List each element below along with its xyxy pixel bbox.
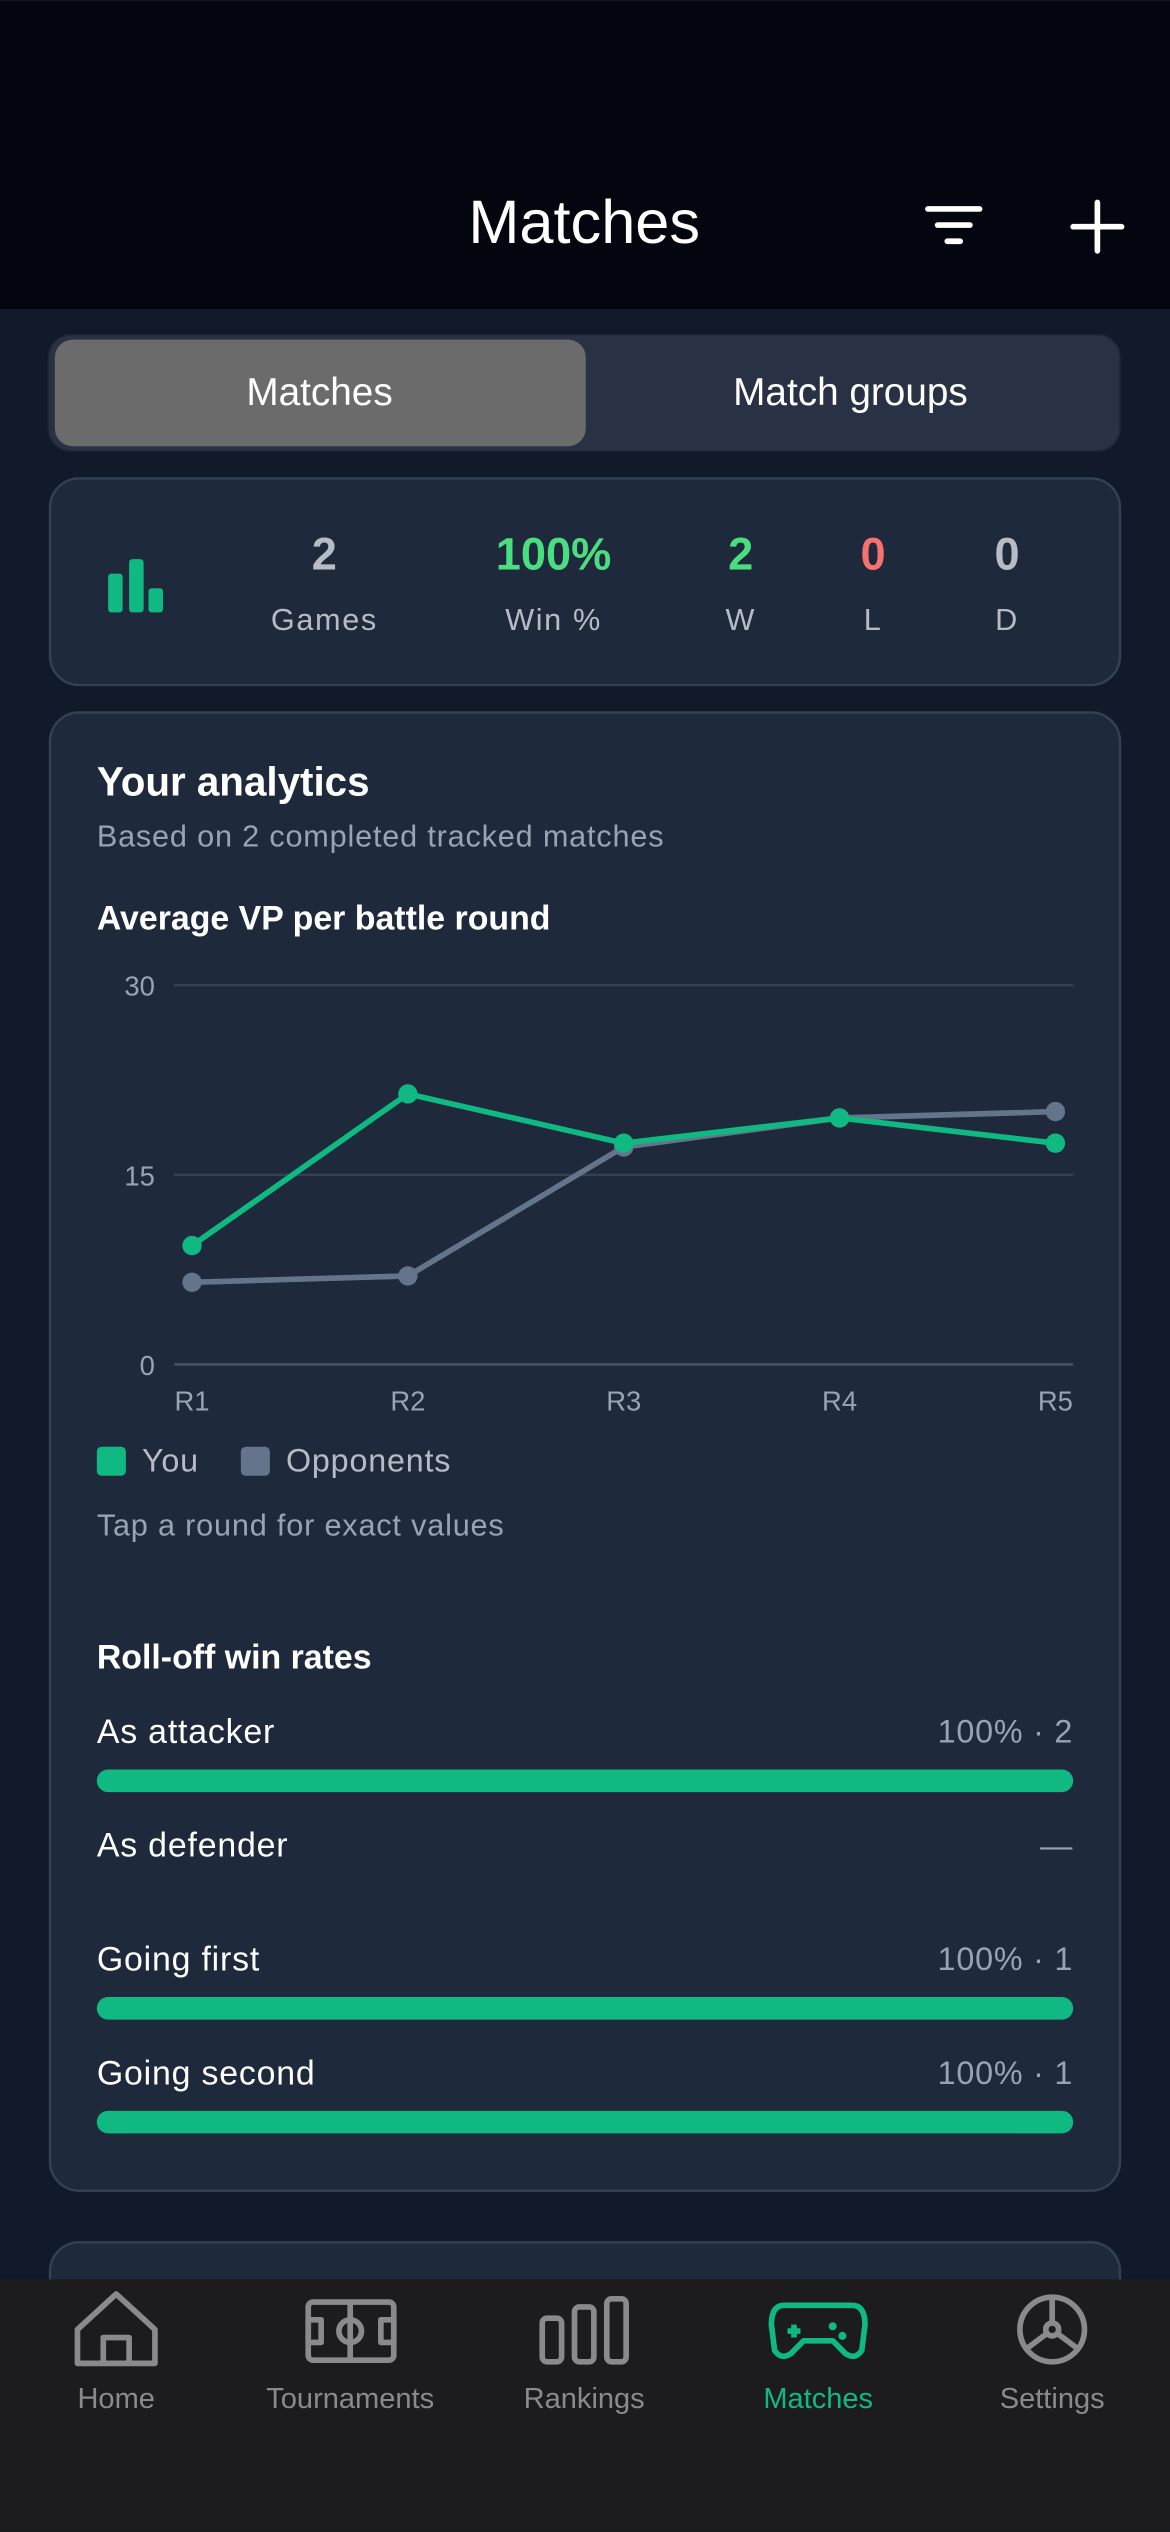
stats-icon — [108, 559, 163, 613]
rolloff-label: As attacker — [97, 1713, 275, 1751]
stat-value: 0 — [994, 528, 1019, 579]
nav-label[interactable]: Settings — [1000, 2383, 1105, 2415]
nav-icon-dot — [828, 2322, 837, 2331]
stat-label: Games — [271, 603, 378, 637]
chart-title: Average VP per battle round — [97, 900, 551, 938]
nav-label[interactable]: Rankings — [524, 2383, 645, 2415]
x-tick-label: R3 — [606, 1385, 641, 1416]
data-point[interactable] — [398, 1084, 418, 1104]
legend-label: You — [142, 1442, 199, 1478]
legend-swatch — [240, 1446, 270, 1476]
analytics-title: Your analytics — [97, 759, 370, 805]
add-button[interactable] — [1070, 199, 1125, 254]
nav-bar — [0, 2279, 1170, 2532]
data-point[interactable] — [614, 1133, 634, 1153]
stats-card — [48, 477, 1122, 687]
rolloff-label: As defender — [97, 1827, 289, 1865]
rolloff-label: Going second — [97, 2054, 316, 2092]
data-point[interactable] — [182, 1235, 202, 1256]
data-point[interactable] — [829, 1108, 850, 1128]
x-tick-label: R1 — [175, 1385, 210, 1416]
nav-label[interactable]: Home — [77, 2383, 154, 2415]
y-tick-label: 15 — [124, 1160, 155, 1191]
rolloff-label: Going first — [97, 1940, 260, 1978]
rolloff-title: Roll-off win rates — [97, 1639, 372, 1677]
data-point[interactable] — [398, 1266, 418, 1286]
nav-label[interactable]: Matches — [763, 2383, 873, 2415]
stat-label: Win % — [505, 603, 602, 637]
analytics-card — [48, 711, 1122, 2192]
x-tick-label: R4 — [822, 1385, 857, 1416]
data-point[interactable] — [1045, 1133, 1066, 1153]
legend-label: Opponents — [286, 1442, 451, 1478]
nav-label[interactable]: Tournaments — [266, 2383, 434, 2415]
y-tick-label: 30 — [124, 971, 155, 1002]
rolloff-bar — [96, 1769, 1074, 1793]
stat-label: W — [725, 603, 756, 637]
stat-label: L — [864, 603, 883, 637]
stat-value: 2 — [728, 528, 753, 579]
nav-icon-dot — [838, 2331, 847, 2340]
rolloff-value: 100% · 2 — [938, 1714, 1074, 1750]
stat-value: 100% — [496, 528, 612, 579]
filter-button[interactable] — [925, 206, 983, 245]
x-tick-label: R5 — [1038, 1385, 1073, 1416]
rolloff-value: 100% · 1 — [938, 1941, 1074, 1977]
data-point[interactable] — [1045, 1101, 1066, 1122]
rolloff-value: 100% · 1 — [938, 2055, 1074, 2091]
analytics-subtitle: Based on 2 completed tracked matches — [97, 819, 665, 853]
nav-icon-active — [768, 2302, 868, 2360]
header-title: Matches — [468, 187, 700, 256]
tab[interactable]: Match groups — [733, 371, 968, 414]
data-point[interactable] — [182, 1272, 202, 1292]
stat-value: 2 — [312, 528, 337, 579]
rolloff-bar — [96, 1997, 1074, 2020]
stat-label: D — [995, 603, 1019, 637]
nav-icons — [74, 2291, 1088, 2367]
header-bar — [0, 0, 1170, 310]
legend-swatch — [96, 1446, 126, 1476]
stat-value: 0 — [860, 528, 885, 579]
tab[interactable]: Matches — [246, 371, 392, 414]
rolloff-value: — — [1040, 1827, 1073, 1863]
chart-hint: Tap a round for exact values — [97, 1509, 505, 1543]
tab-active[interactable] — [54, 339, 586, 447]
rolloff-bar — [96, 2110, 1074, 2134]
y-tick-label: 0 — [140, 1350, 155, 1381]
x-tick-label: R2 — [390, 1385, 425, 1416]
